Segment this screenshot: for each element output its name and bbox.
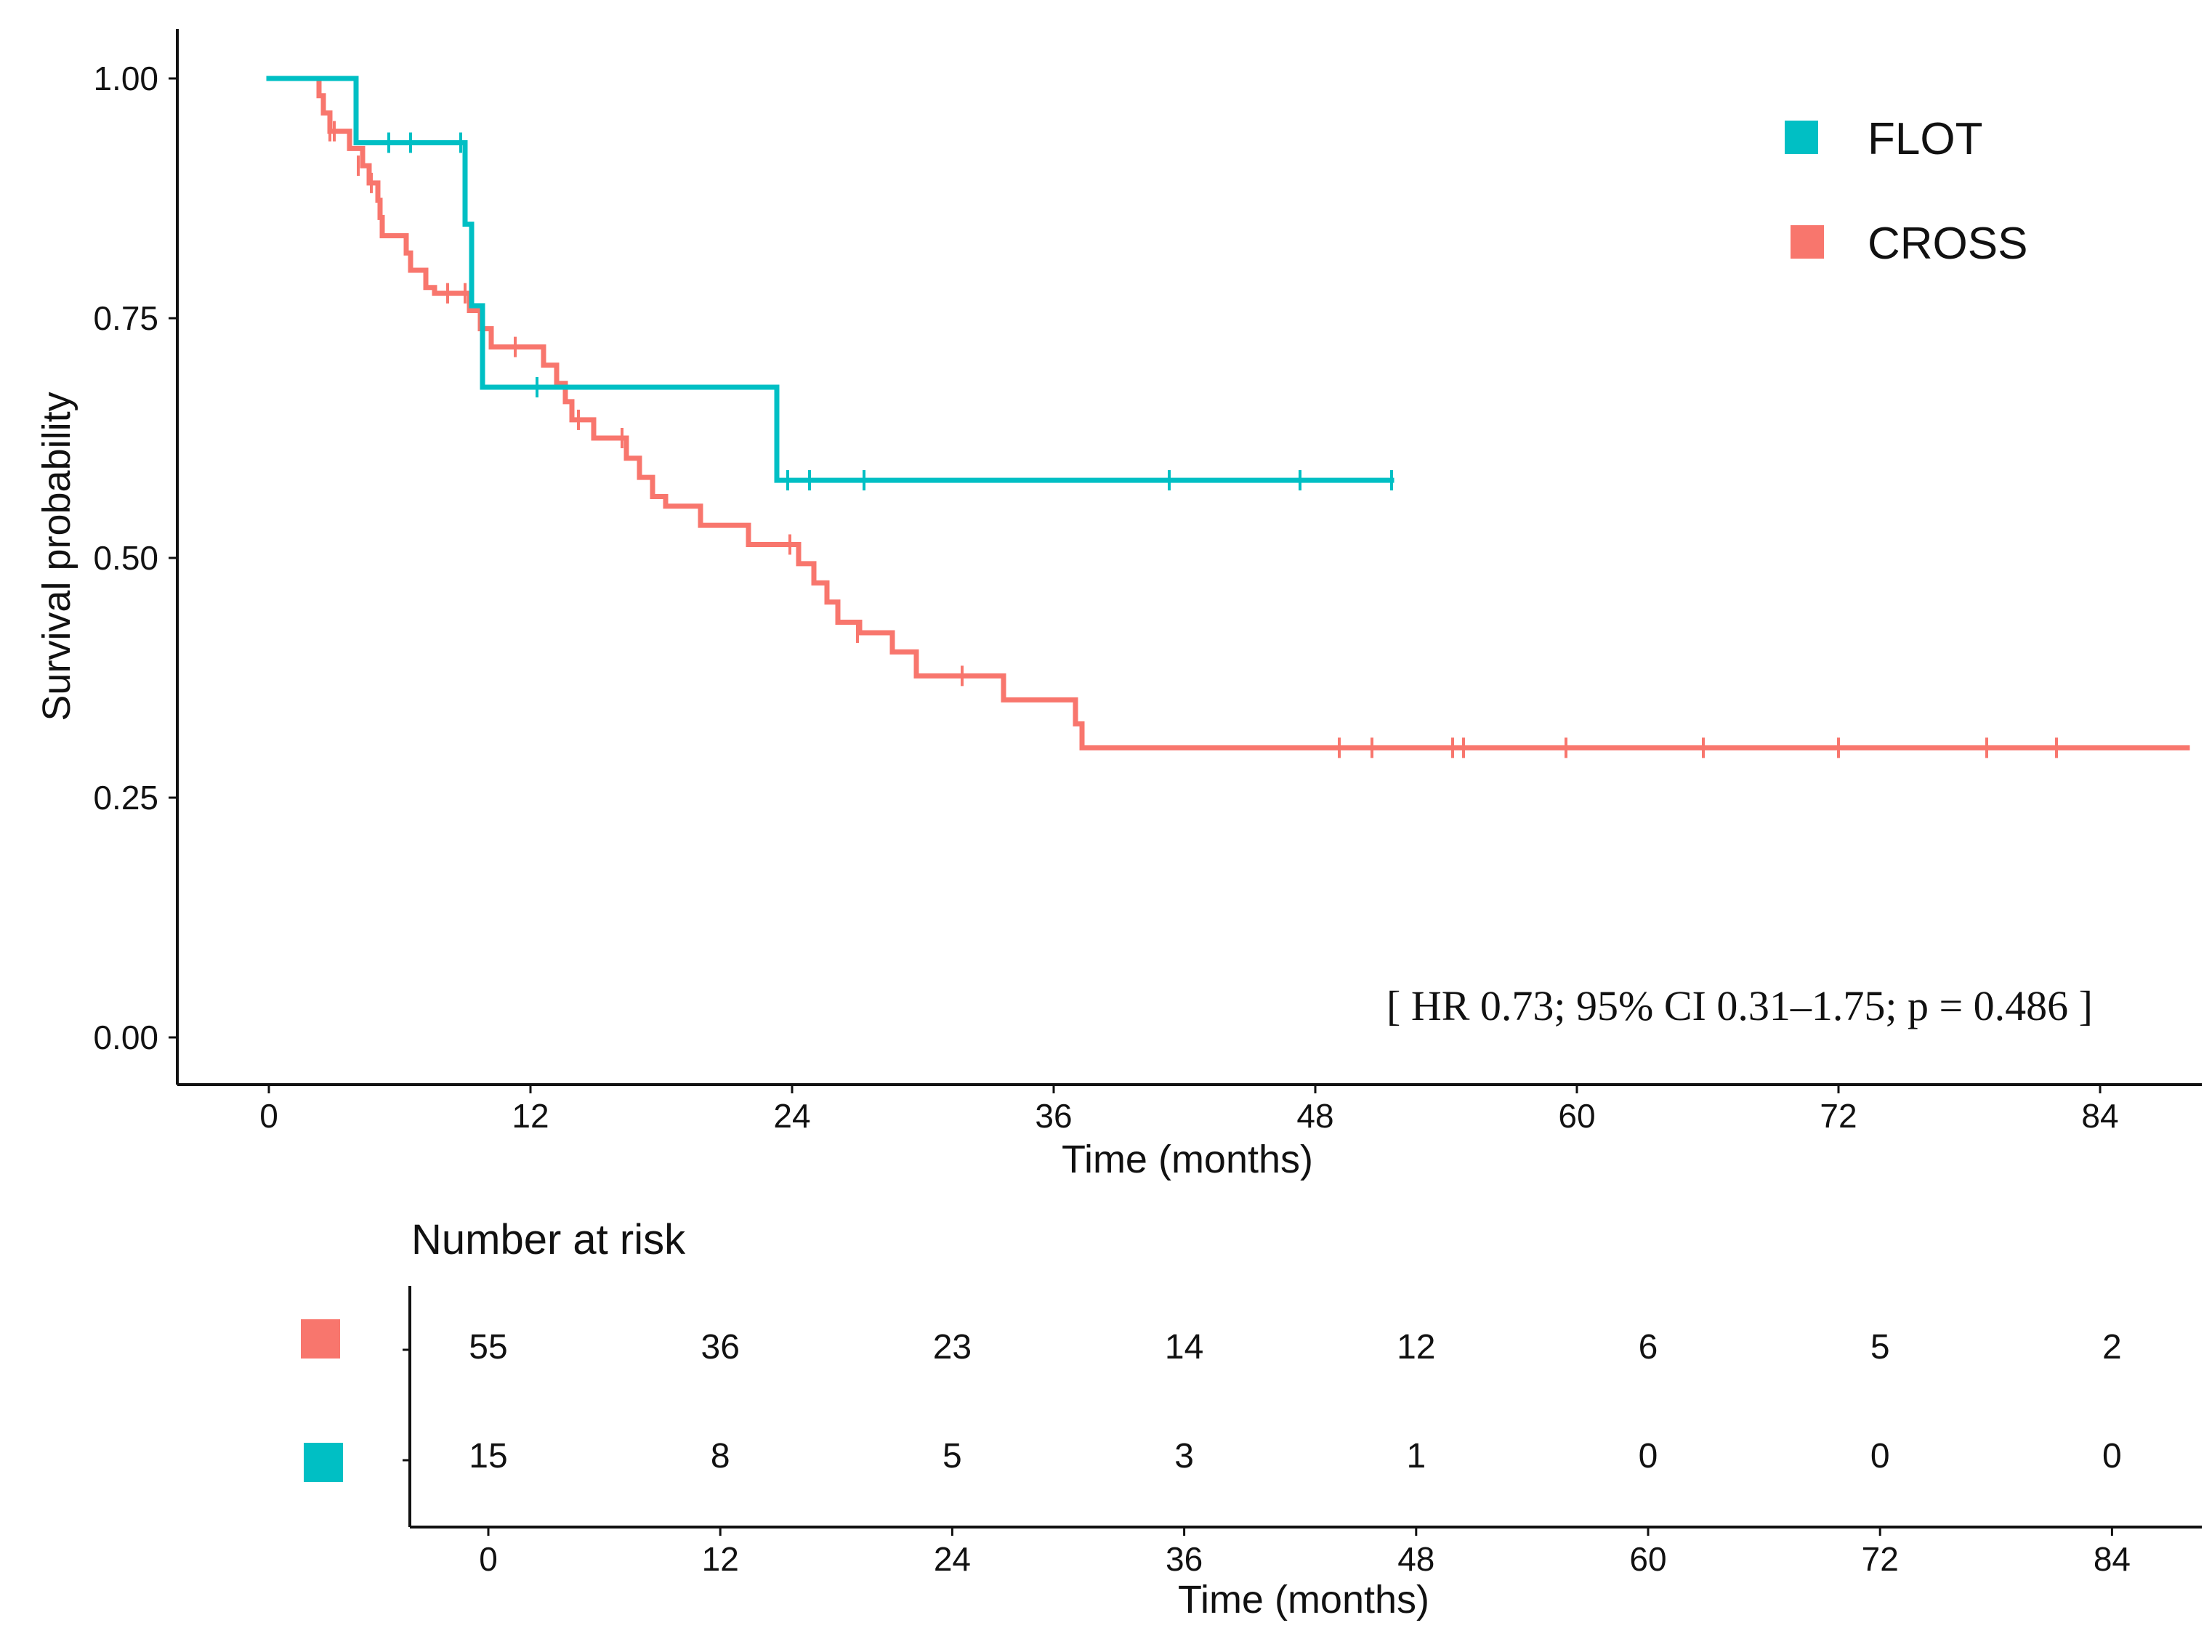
risk-x-tick-label: 0 [479, 1540, 498, 1578]
legend-swatch-flot [1785, 121, 1818, 154]
risk-value-flot: 15 [469, 1437, 507, 1475]
annotation-suffix: = 0.486 ] [1929, 982, 2093, 1029]
risk-value-flot: 0 [2102, 1437, 2122, 1475]
survival-curve-cross [266, 76, 2190, 750]
risk-x-tick-label: 48 [1397, 1540, 1434, 1578]
annotation-p-italic: p [1908, 982, 1929, 1029]
risk-x-tick-label: 60 [1629, 1540, 1666, 1578]
x-axis-ticks: 0 12 24 36 48 60 72 84 [259, 1085, 2119, 1135]
x-tick-label: 72 [1820, 1097, 1857, 1135]
risk-x-tick-label: 36 [1166, 1540, 1203, 1578]
risk-table-x-ticks: 0 12 24 36 48 60 72 84 [479, 1527, 2131, 1578]
legend-label-cross: CROSS [1868, 219, 2027, 269]
y-axis-ticks: 0.00 0.25 0.50 0.75 1.00 [93, 60, 177, 1056]
risk-table: Number at risk 55 36 23 14 12 6 5 2 15 8 5 3 1 0 0 0 0 1… [301, 1216, 2202, 1621]
risk-table-x-axis-label: Time (months) [1178, 1578, 1429, 1621]
x-tick-label: 0 [259, 1097, 278, 1135]
legend-label-flot: FLOT [1868, 114, 1982, 164]
risk-value-cross: 14 [1165, 1328, 1203, 1366]
x-tick-label: 36 [1035, 1097, 1072, 1135]
risk-value-flot: 8 [711, 1437, 730, 1475]
x-tick-label: 48 [1296, 1097, 1333, 1135]
survival-curve-flot [266, 76, 1394, 483]
survival-plot: 0.00 0.25 0.50 0.75 1.00 0 12 24 36 48 60 72 84 Sur… [35, 29, 2202, 1181]
risk-value-cross: 12 [1397, 1328, 1435, 1366]
y-tick-label: 0.75 [93, 299, 158, 337]
risk-value-cross: 23 [933, 1328, 972, 1366]
legend-swatch-cross [1791, 225, 1824, 259]
risk-value-cross: 6 [1639, 1328, 1658, 1366]
y-tick-label: 1.00 [93, 60, 158, 97]
risk-value-cross: 36 [701, 1328, 740, 1366]
risk-table-title: Number at risk [411, 1216, 686, 1263]
risk-x-tick-label: 12 [702, 1540, 739, 1578]
risk-value-cross: 2 [2102, 1328, 2122, 1366]
x-tick-label: 24 [773, 1097, 810, 1135]
y-tick-label: 0.25 [93, 779, 158, 817]
y-tick-label: 0.00 [93, 1019, 158, 1056]
risk-row-swatch-flot [304, 1443, 343, 1482]
risk-x-tick-label: 84 [2094, 1540, 2131, 1578]
y-axis-label: Survival probability [35, 392, 78, 721]
risk-value-flot: 5 [942, 1437, 962, 1475]
risk-value-flot: 0 [1870, 1437, 1890, 1475]
risk-value-cross: 5 [1870, 1328, 1890, 1366]
x-tick-label: 60 [1558, 1097, 1595, 1135]
risk-value-cross: 55 [469, 1328, 507, 1366]
annotation-prefix: [ HR 0.73; 95% CI 0.31–1.75; [1386, 982, 1908, 1029]
x-tick-label: 12 [512, 1097, 549, 1135]
legend: FLOT CROSS [1785, 114, 2027, 269]
y-tick-label: 0.50 [93, 539, 158, 577]
risk-table-values: 55 36 23 14 12 6 5 2 15 8 5 3 1 0 0 0 [469, 1328, 2121, 1475]
hazard-ratio-annotation: [ HR 0.73; 95% CI 0.31–1.75; p = 0.486 ] [1386, 982, 2093, 1029]
risk-value-flot: 1 [1406, 1437, 1426, 1475]
risk-row-swatch-cross [301, 1319, 340, 1359]
x-axis-label: Time (months) [1062, 1138, 1313, 1181]
survival-curves [266, 76, 2190, 758]
x-tick-label: 84 [2081, 1097, 2118, 1135]
risk-x-tick-label: 72 [1862, 1540, 1899, 1578]
risk-x-tick-label: 24 [934, 1540, 971, 1578]
risk-value-flot: 3 [1174, 1437, 1194, 1475]
risk-value-flot: 0 [1639, 1437, 1658, 1475]
